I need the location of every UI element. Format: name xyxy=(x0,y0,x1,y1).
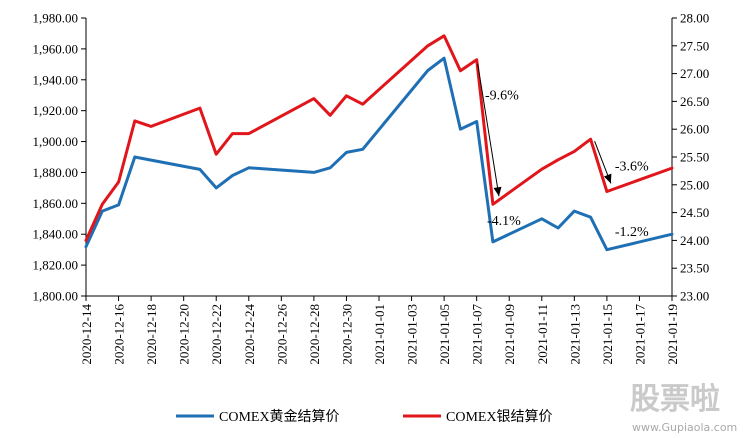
annotation-label: -4.1% xyxy=(487,214,521,229)
annotation-label: -3.6% xyxy=(615,159,649,174)
x-tick-label: 2021-01-13 xyxy=(567,304,582,365)
x-tick-label: 2020-12-24 xyxy=(242,304,257,365)
x-tick-label: 2021-01-05 xyxy=(437,304,452,365)
annotation-label: -1.2% xyxy=(615,225,649,240)
left-tick-label: 1,840.00 xyxy=(33,227,79,242)
x-tick-label: 2020-12-20 xyxy=(177,304,192,365)
series-lines xyxy=(84,34,674,252)
x-tick-label: 2021-01-15 xyxy=(600,304,615,365)
right-tick-label: 26.00 xyxy=(680,122,709,137)
left-tick-label: 1,880.00 xyxy=(33,165,79,180)
left-tick-label: 1,800.00 xyxy=(33,289,79,304)
x-tick-label: 2021-01-07 xyxy=(470,304,485,365)
watermark-text: 股票啦 xyxy=(630,382,720,417)
annotation-arrows xyxy=(477,63,612,197)
left-tick-label: 1,940.00 xyxy=(33,72,79,87)
left-tick-label: 1,920.00 xyxy=(33,103,79,118)
x-axis-tick-labels: 2020-12-14 2020-12-16 2020-12-18 2020-12-20… xyxy=(79,304,680,365)
legend-label: COMEX黄金结算价 xyxy=(219,408,340,425)
left-axis-tick-labels: 1,800.00 1,820.00 1,840.00 1,860.00 1,880.00… xyxy=(33,11,79,304)
x-tick-label: 2020-12-26 xyxy=(274,304,289,365)
right-tick-label: 23.00 xyxy=(680,289,709,304)
left-tick-label: 1,900.00 xyxy=(33,134,79,149)
watermark: 股票啦 www.Gupiaola.com xyxy=(630,382,737,434)
silver-drop-arrow-1 xyxy=(477,63,500,197)
x-tick-label: 2021-01-09 xyxy=(502,304,517,365)
right-tick-label: 25.00 xyxy=(680,177,709,192)
left-tick-label: 1,980.00 xyxy=(33,11,79,26)
annotation-label: -9.6% xyxy=(485,89,519,104)
x-tick-label: 2020-12-22 xyxy=(209,304,224,365)
x-tick-label: 2021-01-01 xyxy=(372,304,387,365)
watermark-url: www.Gupiaola.com xyxy=(632,421,737,434)
x-tick-label: 2021-01-03 xyxy=(405,304,420,365)
left-tick-label: 1,820.00 xyxy=(33,258,79,273)
annotation-labels: -9.6% -4.1% -3.6% -1.2% xyxy=(485,89,649,240)
x-tick-label: 2020-12-30 xyxy=(339,304,354,365)
right-tick-label: 24.00 xyxy=(680,233,709,248)
silver-drop-arrow-2-head xyxy=(603,173,612,184)
right-tick-label: 23.50 xyxy=(680,261,709,276)
x-tick-label: 2021-01-17 xyxy=(632,304,647,365)
x-tick-label: 2021-01-19 xyxy=(665,304,680,365)
left-tick-label: 1,960.00 xyxy=(33,41,79,56)
left-tick-label: 1,860.00 xyxy=(33,196,79,211)
x-tick-label: 2020-12-14 xyxy=(79,304,94,365)
silver-price-line xyxy=(84,34,674,242)
right-tick-label: 24.50 xyxy=(680,205,709,220)
right-tick-label: 26.50 xyxy=(680,94,709,109)
legend: COMEX黄金结算价 COMEX银结算价 xyxy=(176,408,553,425)
right-axis-tick-labels: 23.00 23.50 24.00 24.50 25.00 25.50 26.00 26.50… xyxy=(680,11,709,304)
gold-price-line xyxy=(84,56,674,252)
x-tick-label: 2020-12-28 xyxy=(307,304,322,365)
axis-tick-marks xyxy=(81,17,677,301)
right-tick-label: 25.50 xyxy=(680,150,709,165)
right-tick-label: 27.00 xyxy=(680,66,709,81)
silver-drop-arrow-1-head xyxy=(493,186,502,197)
x-tick-label: 2021-01-11 xyxy=(535,304,550,364)
right-tick-label: 28.00 xyxy=(680,11,709,26)
legend-label: COMEX银结算价 xyxy=(446,409,553,425)
right-tick-label: 27.50 xyxy=(680,38,709,53)
x-tick-label: 2020-12-18 xyxy=(144,304,159,365)
x-tick-label: 2020-12-16 xyxy=(112,304,127,365)
